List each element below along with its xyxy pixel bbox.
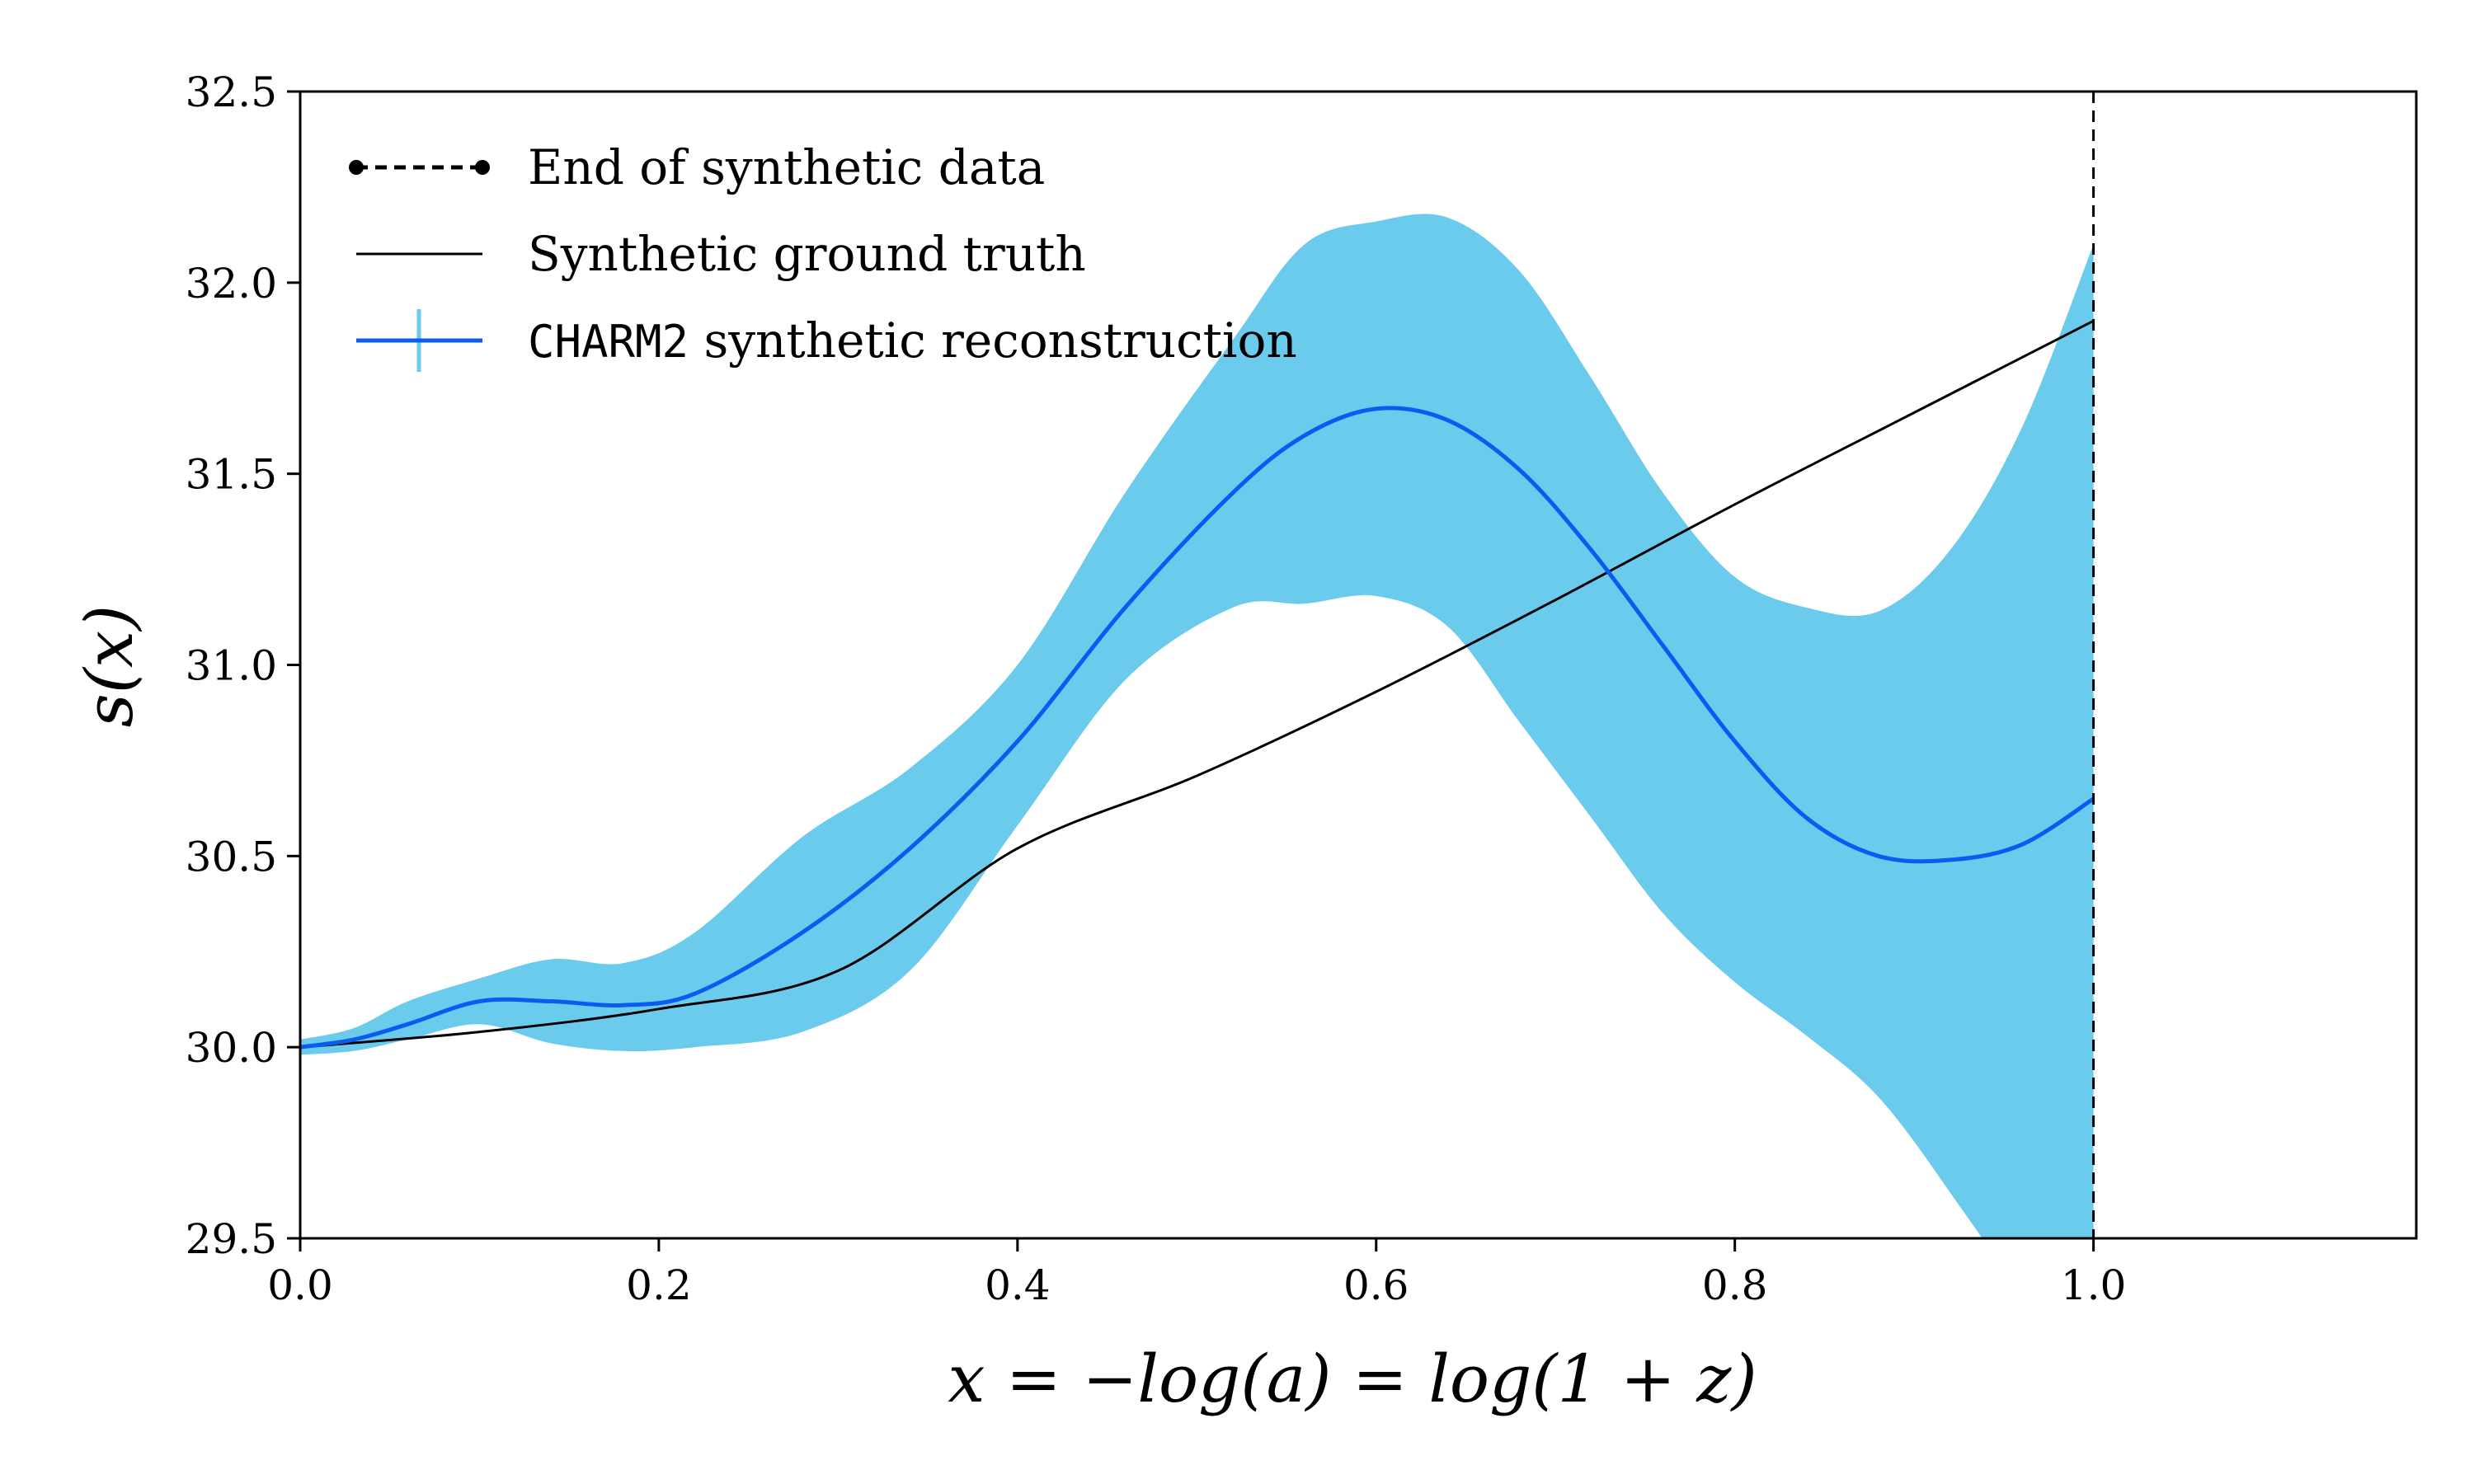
x-tick-label: 0.6	[1343, 1261, 1409, 1309]
y-tick-label: 29.5	[186, 1215, 277, 1263]
legend-charm2-name: CHARM2	[528, 316, 689, 368]
legend: End of synthetic data Synthetic ground t…	[349, 139, 1297, 372]
x-tick-label: 1.0	[2061, 1261, 2127, 1309]
reconstruction-line	[300, 406, 2095, 1050]
legend-label-end-of-data: End of synthetic data	[528, 139, 1045, 195]
axis-ticks: 0.0 0.2 0.4 0.6 0.8 1.0 29.5 30.0 30.5 31.0 31.5 32…	[186, 68, 2127, 1309]
ground-truth-line	[300, 319, 2095, 1049]
y-tick-label: 30.0	[186, 1024, 277, 1072]
y-tick-label: 31.5	[186, 451, 277, 499]
legend-end-marker-dot-right	[475, 160, 490, 175]
legend-reconstruction-text: synthetic reconstruction	[689, 312, 1297, 369]
x-tick-label: 0.8	[1702, 1261, 1768, 1309]
y-tick-label: 32.5	[186, 68, 277, 116]
legend-label-ground-truth: Synthetic ground truth	[528, 226, 1086, 282]
legend-end-marker-dot-left	[349, 160, 364, 175]
x-tick-label: 0.4	[985, 1261, 1051, 1309]
y-tick-label: 30.5	[186, 833, 277, 881]
y-axis-label: s(x)	[71, 605, 148, 728]
x-tick-label: 0.2	[626, 1261, 692, 1309]
x-axis-label: x = −log(a) = log(1 + z)	[948, 1341, 1757, 1417]
legend-label-reconstruction: CHARM2 synthetic reconstruction	[528, 312, 1297, 369]
x-tick-label: 0.0	[267, 1261, 333, 1309]
uncertainty-band	[300, 214, 2094, 1238]
y-tick-label: 32.0	[186, 260, 277, 308]
y-tick-label: 31.0	[186, 642, 277, 690]
plot-area	[300, 92, 2095, 1238]
